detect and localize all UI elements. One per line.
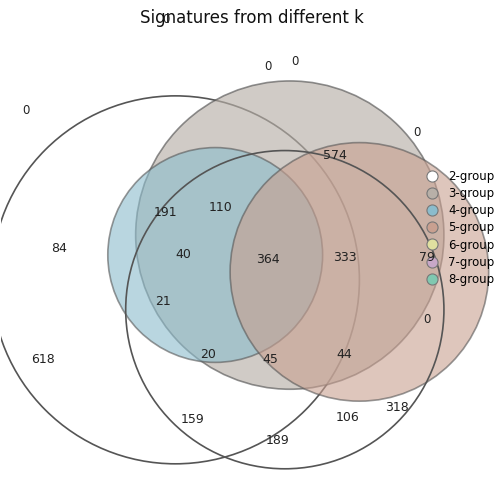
Text: 364: 364 <box>256 254 280 267</box>
Text: 574: 574 <box>323 149 346 162</box>
Text: 84: 84 <box>51 241 67 255</box>
Text: 0: 0 <box>423 313 431 326</box>
Text: 333: 333 <box>333 251 356 265</box>
Text: 44: 44 <box>337 348 352 361</box>
Text: 106: 106 <box>336 411 359 423</box>
Text: 189: 189 <box>266 434 290 448</box>
Circle shape <box>108 148 323 362</box>
Text: 618: 618 <box>31 353 55 366</box>
Text: 191: 191 <box>154 206 177 219</box>
Text: 159: 159 <box>180 413 204 425</box>
Text: 0: 0 <box>264 59 272 73</box>
Text: 318: 318 <box>386 401 409 414</box>
Legend: 2-group, 3-group, 4-group, 5-group, 6-group, 7-group, 8-group: 2-group, 3-group, 4-group, 5-group, 6-gr… <box>417 168 497 288</box>
Text: 0: 0 <box>413 126 421 139</box>
Circle shape <box>230 143 489 401</box>
Text: 45: 45 <box>262 353 278 366</box>
Text: Signatures from different k: Signatures from different k <box>140 10 364 27</box>
Text: 0: 0 <box>162 13 169 26</box>
Circle shape <box>136 81 444 389</box>
Text: 0: 0 <box>23 104 30 117</box>
Text: 110: 110 <box>208 201 232 214</box>
Text: 79: 79 <box>419 251 435 265</box>
Text: 0: 0 <box>291 54 298 68</box>
Text: 20: 20 <box>200 348 216 361</box>
Text: 40: 40 <box>175 248 192 262</box>
Text: 21: 21 <box>156 295 171 308</box>
